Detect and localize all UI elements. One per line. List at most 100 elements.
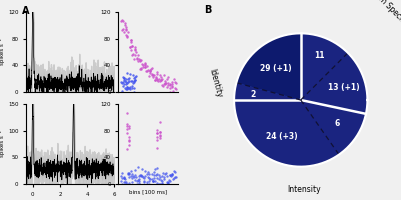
Text: 24 (+3): 24 (+3): [266, 132, 298, 141]
Point: [124, 172, 131, 175]
Point: [152, 167, 158, 170]
Point: [143, 70, 149, 73]
Point: [149, 178, 156, 181]
Point: [156, 130, 163, 133]
Point: [141, 177, 148, 180]
Point: [135, 179, 141, 182]
Point: [132, 79, 138, 82]
Point: [154, 173, 160, 176]
Text: 11: 11: [314, 51, 324, 60]
Point: [130, 175, 137, 178]
Point: [158, 77, 165, 81]
Point: [172, 87, 179, 91]
Point: [119, 28, 125, 31]
Text: 29 (+1): 29 (+1): [260, 64, 292, 73]
Point: [124, 128, 130, 131]
Point: [165, 181, 171, 185]
Point: [167, 180, 174, 183]
Point: [129, 180, 136, 183]
Point: [157, 175, 163, 179]
Point: [129, 80, 135, 83]
Point: [149, 173, 155, 176]
Point: [123, 28, 129, 31]
Point: [138, 175, 145, 178]
Point: [127, 39, 134, 42]
Point: [153, 76, 159, 80]
Point: [147, 69, 154, 73]
Point: [125, 77, 132, 80]
Point: [135, 165, 141, 169]
Point: [119, 85, 126, 88]
Point: [154, 176, 161, 180]
Point: [151, 171, 158, 174]
Point: [131, 87, 137, 90]
Point: [130, 73, 136, 77]
Point: [132, 75, 138, 78]
Point: [147, 70, 153, 73]
Point: [142, 169, 148, 172]
Text: 2: 2: [251, 90, 256, 99]
Point: [142, 65, 148, 69]
Point: [131, 80, 138, 84]
Point: [152, 78, 158, 81]
Point: [126, 172, 133, 175]
Polygon shape: [234, 33, 367, 167]
Point: [133, 74, 140, 77]
Point: [132, 168, 138, 172]
Point: [123, 181, 129, 184]
Point: [136, 58, 143, 61]
Point: [167, 173, 173, 177]
Point: [128, 48, 135, 52]
Point: [124, 125, 130, 128]
Point: [129, 53, 135, 56]
Point: [131, 175, 138, 178]
Polygon shape: [234, 33, 367, 167]
Point: [170, 89, 176, 92]
Point: [124, 88, 130, 91]
Point: [169, 173, 176, 176]
Point: [119, 76, 126, 79]
Point: [122, 79, 128, 83]
Point: [119, 92, 125, 95]
Point: [121, 180, 127, 184]
Point: [122, 23, 129, 26]
Point: [131, 90, 137, 93]
Point: [126, 140, 132, 143]
Point: [166, 90, 173, 93]
Point: [164, 85, 170, 88]
Point: [154, 135, 160, 138]
Point: [156, 121, 163, 124]
Point: [156, 136, 163, 139]
Point: [132, 49, 139, 52]
Point: [172, 170, 178, 173]
Point: [136, 177, 143, 180]
Point: [128, 175, 134, 178]
Polygon shape: [234, 33, 367, 155]
Point: [148, 68, 154, 71]
Polygon shape: [234, 33, 367, 167]
Point: [162, 83, 168, 86]
Point: [144, 170, 151, 174]
Point: [171, 78, 178, 81]
Point: [122, 80, 129, 83]
Point: [170, 178, 176, 181]
Point: [131, 58, 138, 61]
Point: [162, 172, 168, 175]
Point: [154, 146, 160, 149]
Point: [136, 181, 142, 184]
Point: [157, 73, 163, 76]
Point: [167, 174, 173, 177]
Point: [127, 87, 133, 90]
Point: [142, 62, 148, 65]
Point: [171, 169, 177, 173]
Point: [154, 166, 161, 169]
Point: [158, 79, 164, 82]
Point: [122, 25, 129, 29]
Point: [133, 176, 139, 179]
Point: [138, 168, 145, 171]
Point: [126, 91, 132, 94]
Point: [121, 76, 127, 79]
Point: [134, 57, 140, 60]
Point: [164, 78, 170, 81]
Point: [126, 80, 133, 83]
